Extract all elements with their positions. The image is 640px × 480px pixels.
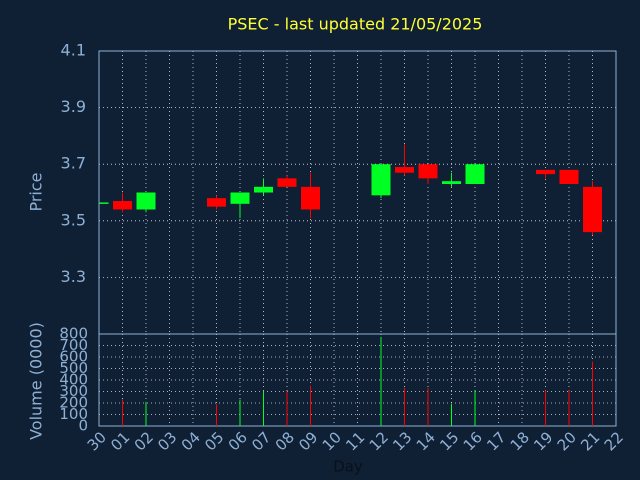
- candle-body: [395, 167, 414, 173]
- x-tick-label: 21: [577, 428, 603, 454]
- price-plot: [99, 144, 602, 235]
- candle-body: [230, 192, 250, 204]
- candle-body: [99, 202, 109, 204]
- volume-tick-label: 100: [59, 405, 88, 423]
- x-tick-label: 11: [342, 428, 368, 454]
- candle-body: [559, 169, 579, 185]
- volume-tick-label: 500: [59, 359, 88, 377]
- x-tick-label: 15: [436, 428, 462, 454]
- x-tick-label: 14: [413, 428, 439, 454]
- volume-axis-label: Volume (0000): [27, 322, 46, 440]
- x-tick-label: 22: [601, 428, 627, 454]
- x-tick-label: 20: [554, 428, 580, 454]
- x-axis-label: Day: [333, 458, 363, 476]
- y-tick-label: 3.9: [61, 97, 86, 116]
- volume-tick-label: 300: [59, 382, 88, 400]
- candle-body: [442, 181, 461, 185]
- volume-tick-label: 700: [59, 336, 88, 354]
- y-axis-label: Price: [27, 172, 46, 211]
- x-tick-label: 03: [154, 428, 180, 454]
- y-tick-label: 3.7: [61, 154, 86, 173]
- x-tick-label: 07: [248, 428, 274, 454]
- volume-tick-label: 400: [59, 371, 88, 389]
- volume-tick-label: 800: [59, 325, 88, 343]
- x-tick-label: 06: [225, 428, 251, 454]
- x-tick-label: 10: [319, 428, 345, 454]
- candle-body: [418, 164, 438, 179]
- candle-body: [465, 164, 485, 185]
- y-tick-label: 3.5: [61, 210, 86, 229]
- candle-body: [113, 200, 132, 210]
- candle-body: [371, 164, 391, 196]
- chart-title: PSEC - last updated 21/05/2025: [228, 15, 483, 34]
- volume-tick-label: 600: [59, 348, 88, 366]
- candle-body: [583, 186, 602, 233]
- x-tick-label: 18: [507, 428, 533, 454]
- volume-frame: [98, 333, 617, 427]
- x-tick-label: 04: [178, 428, 204, 454]
- candle-body: [136, 192, 156, 210]
- y-tick-label: 3.3: [61, 267, 86, 286]
- x-tick-label: 09: [295, 428, 321, 454]
- candle-body: [254, 186, 273, 193]
- candle-body: [536, 169, 555, 175]
- x-tick-label: 08: [272, 428, 298, 454]
- candle-body: [301, 186, 320, 210]
- x-tick-label: 12: [366, 428, 392, 454]
- volume-tick-label: 0: [78, 417, 88, 435]
- x-tick-label: 17: [483, 428, 509, 454]
- x-tick-label: 16: [460, 428, 486, 454]
- candle-body: [207, 198, 226, 207]
- x-tick-label: 01: [107, 428, 133, 454]
- y-tick-label: 4.1: [61, 41, 86, 60]
- volume-tick-label: 200: [59, 394, 88, 412]
- x-tick-label: 02: [131, 428, 157, 454]
- candle-body: [277, 178, 297, 187]
- x-tick-label: 05: [201, 428, 227, 454]
- x-tick-label: 19: [530, 428, 556, 454]
- x-tick-label: 13: [389, 428, 415, 454]
